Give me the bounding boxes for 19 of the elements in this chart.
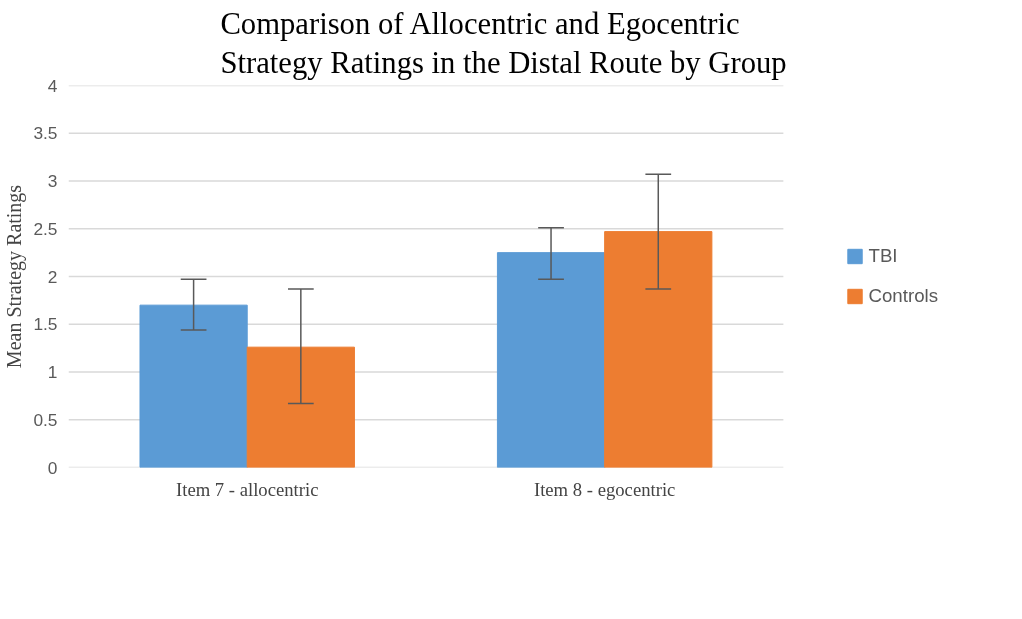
legend-label: Controls — [868, 285, 938, 307]
y-tick-label: 3.5 — [33, 123, 58, 144]
y-axis-title: Mean Strategy Ratings — [3, 184, 27, 369]
bar — [246, 346, 355, 468]
bar — [604, 231, 713, 468]
legend-label: TBI — [868, 245, 898, 267]
y-tick-label: 2.5 — [33, 218, 58, 239]
bar — [139, 304, 248, 468]
bar — [496, 252, 606, 468]
y-tick-label: 1 — [47, 362, 58, 382]
y-tick-label: 4 — [47, 75, 58, 96]
y-tick-label: 0 — [47, 457, 58, 478]
y-tick-label: 1.5 — [33, 314, 58, 335]
y-tick-label: 3 — [47, 171, 58, 191]
y-tick-label: 0.5 — [33, 409, 58, 430]
x-tick-label: Item 7 - allocentric — [176, 478, 319, 500]
y-tick-label: 2 — [47, 266, 58, 287]
chart-title: Comparison of Allocentric and Egocentric Strategy Ratings in the Distal Route by Group — [220, 7, 787, 81]
x-tick-label: Item 8 - egocentric — [533, 478, 676, 500]
